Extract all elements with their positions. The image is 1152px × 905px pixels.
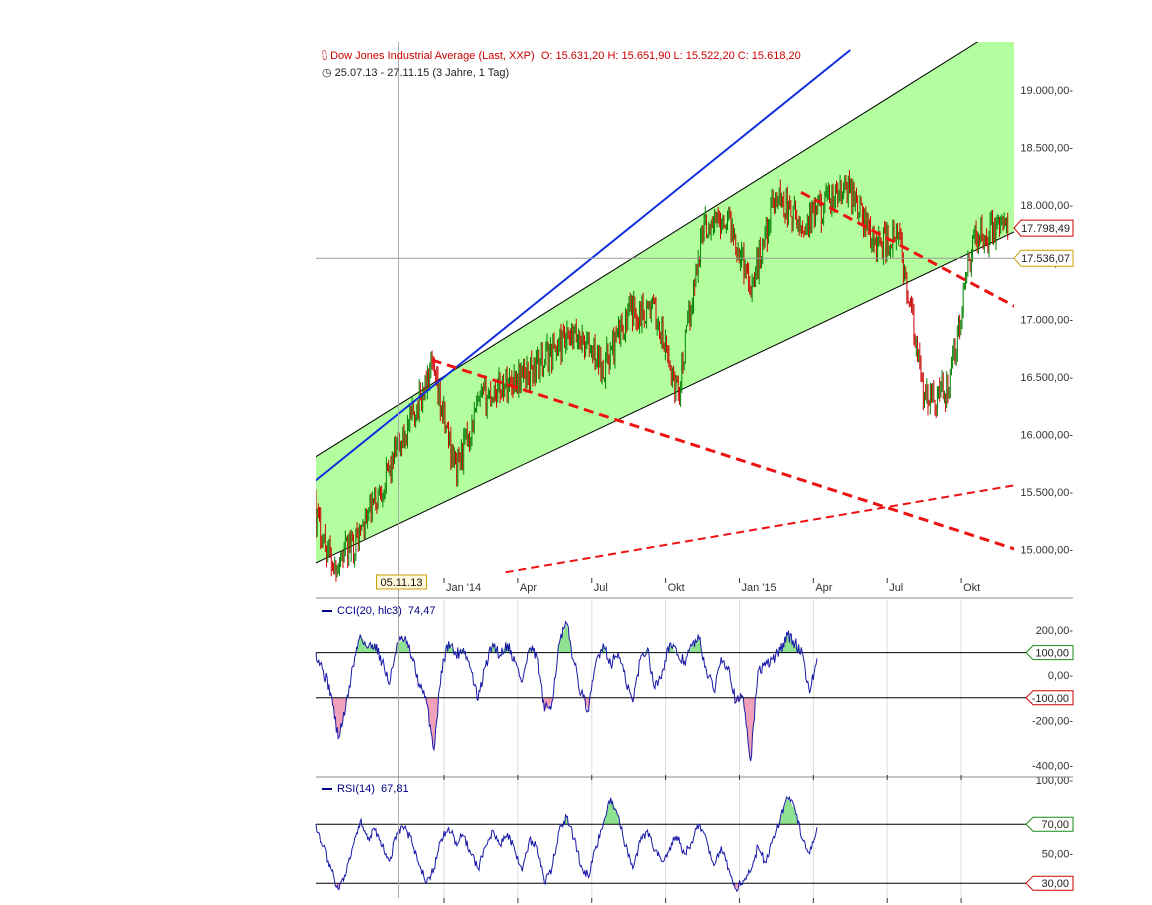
chart-type-icon[interactable]: ⩇ [322,50,327,62]
price-tick-label: 18.500,00- [1020,143,1073,155]
trendline-red_resistance [800,191,1014,308]
crosshair-date-box [375,574,427,590]
rsi-line [315,795,818,893]
rsi-level-tag [1025,816,1074,832]
price-tick-label: 19.000,00- [1020,85,1073,97]
rsi-level-tag [1025,875,1074,891]
axes: 15.000,00- 15.500,00- 16.000,00- 16.500,00-… [316,42,1074,903]
ohlc-readout: O: 15.631,20 H: 15.651,90 L: 15.522,20 C… [540,50,801,62]
date-range-text: 25.07.13 - 27.11.15 (3 Jahre, 1 Tag) [334,67,510,79]
x-tick-label: Jul [594,582,608,594]
rsi-tick-label: 50,00- [1042,849,1074,861]
cci-value: 74,47 [407,605,436,617]
last-price-tag-box [1013,219,1074,237]
rsi-level-label: 70,00 [1041,819,1069,831]
channel-line-channel_lower [316,231,1014,564]
rsi-overbought-fill [359,797,799,825]
price-tick-label: 16.500,00- [1020,372,1073,384]
last-price-tag-label: 17.798,49 [1021,223,1070,235]
x-tick-label: Jan '15 [741,582,776,594]
price-tick-label: 17.000,00- [1020,315,1073,327]
price-tick-label: 15.500,00- [1020,487,1073,499]
cci-tick-label: 200,00- [1036,625,1074,637]
cci-swatch [322,610,332,613]
clock-icon: ◷ [322,67,332,79]
rsi-title: RSI(14) [337,783,375,795]
x-tick-label: Jul [889,582,903,594]
instrument-name: Dow Jones Industrial Average (Last, XXP) [330,50,535,62]
channel-fill [316,42,1014,563]
rsi-level-label: 30,00 [1041,878,1069,890]
cci-tick-label: -400,00- [1032,760,1073,772]
cci-legend: CCI(20, hlc3) 74,47 [322,605,435,617]
channel-line-channel_upper [316,42,979,458]
cci-tick-label: -200,00- [1032,715,1073,727]
price-tick-label: 16.000,00- [1020,430,1073,442]
rsi-swatch [322,788,332,791]
crosshair-price-tag-box [1013,249,1074,267]
rsi-oversold-fill [335,883,741,890]
panel-backgrounds [443,600,962,898]
trendline-red_falling [431,358,1014,551]
rsi-panel: 70,00 30,00 100,00- 50,00- [315,775,1074,893]
cci-panel: 100,00 -100,00 200,00- 0,00- -200,00- -400,00… [315,620,1074,772]
crosshair-price-tag-label: 17.536,07 [1021,253,1070,265]
cci-line [315,620,818,762]
chart-header: ⩇ Dow Jones Industrial Average (Last, XX… [322,50,801,63]
cci-overbought-fill [355,623,803,653]
price-tick-label: 15.000,00- [1020,544,1073,556]
crosshair-date-tag: 05.11.13 [375,574,427,590]
cci-level-label: 100,00 [1035,648,1069,660]
x-tick-label: Okt [963,582,980,594]
rsi-legend: RSI(14) 67,81 [322,783,409,795]
candles [316,170,1009,582]
cci-level-label: -100,00 [1032,693,1069,705]
x-tick-label: Apr [520,582,537,594]
x-tick-label: Okt [668,582,685,594]
crosshair-date-label: 05.11.13 [380,577,422,589]
cci-title: CCI(20, hlc3) [337,605,402,617]
date-range: ◷ 25.07.13 - 27.11.15 (3 Jahre, 1 Tag) [322,66,509,79]
crosshair-price-tag: 17.536,07 [1013,249,1074,267]
rsi-tick-label: 100,00- [1036,775,1074,787]
price-tick-label: 18.000,00- [1020,200,1073,212]
channel-band [316,42,1014,564]
trendline-red_rising [505,484,1014,574]
rsi-value: 67,81 [381,783,409,795]
x-tick-label: Jan '14 [446,582,481,594]
x-tick-label: Apr [815,582,832,594]
last-price-tag: 17.798,49 [1013,219,1074,237]
cci-tick-label: 0,00- [1048,670,1073,682]
cci-level-tag [1025,645,1074,661]
cci-level-tag [1025,690,1074,706]
